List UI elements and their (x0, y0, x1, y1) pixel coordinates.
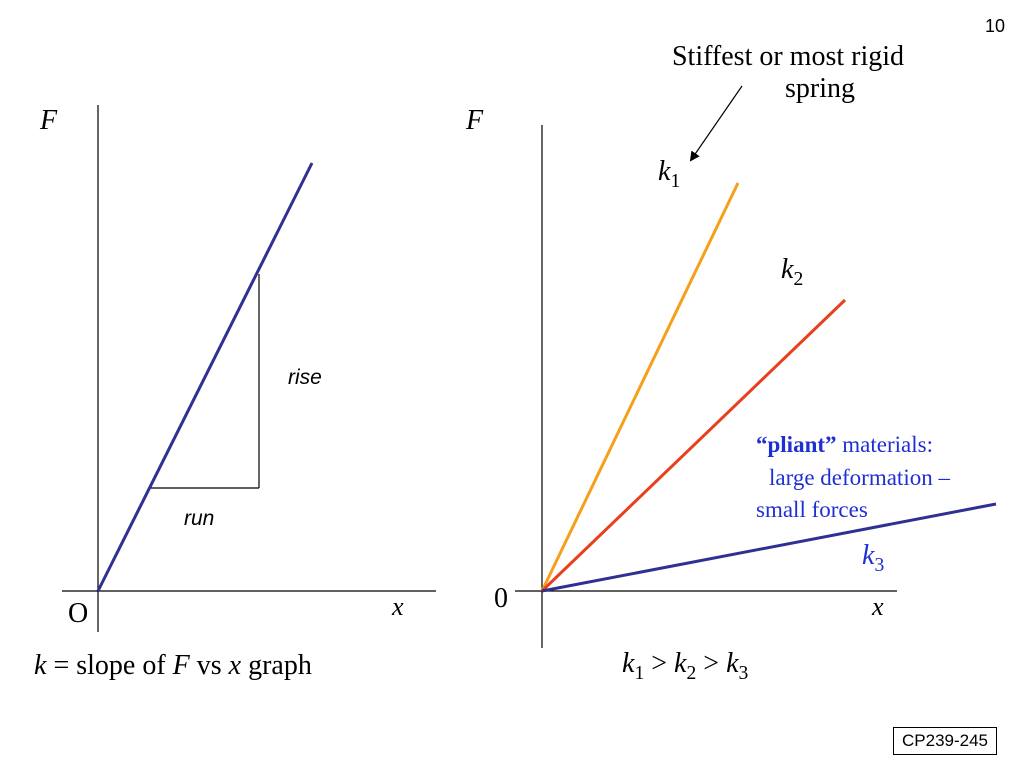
ineq-k1: k (622, 648, 635, 679)
stiffest-line-2: spring (785, 73, 855, 105)
run-label: run (184, 507, 215, 530)
ineq-k2: k (674, 648, 687, 679)
caption-f: F (172, 650, 190, 681)
ineq-s2: 2 (686, 662, 697, 684)
pliant-rest: materials: (836, 432, 933, 457)
ineq-s3: 3 (738, 662, 749, 684)
pliant-line-1: “pliant” materials: (756, 429, 950, 462)
k2-label: k2 (781, 254, 803, 290)
k2-subscript: 2 (793, 268, 804, 290)
left-y-axis-label: F (40, 105, 58, 136)
left-slope-line (96, 162, 314, 592)
k1-label: k1 (658, 156, 680, 192)
k3-k: k (862, 540, 875, 571)
ineq-gt-2: > (696, 648, 727, 679)
k3-label: k3 (862, 540, 884, 576)
page-number: 10 (985, 16, 1006, 36)
right-y-axis-label: F (466, 105, 484, 136)
pliant-annotation: “pliant” materials: large deformation – … (756, 429, 950, 527)
pliant-line-3: small forces (756, 497, 868, 523)
slope-caption: k = slope of F vs x graph (34, 652, 312, 680)
k1-k: k (658, 156, 671, 187)
ineq-k3: k (726, 648, 739, 679)
rise-label: rise (288, 366, 322, 389)
left-x-axis-label: x (392, 592, 404, 621)
stiffest-annotation: Stiffest or most rigid spring (648, 41, 928, 105)
course-code-box: CP239-245 (893, 727, 998, 755)
k2-line (540, 298, 847, 593)
zero-label: 0 (494, 583, 508, 614)
k3-subscript: 3 (874, 554, 885, 576)
caption-text-2: vs (189, 650, 229, 681)
pliant-line-2: large deformation – (769, 464, 950, 490)
pliant-bold-word: “pliant” (756, 432, 837, 457)
k3-line (541, 502, 997, 593)
k1-subscript: 1 (670, 170, 681, 192)
k1-line (540, 182, 740, 592)
k2-k: k (781, 254, 794, 285)
ineq-s1: 1 (634, 662, 645, 684)
caption-x: x (228, 650, 242, 681)
stiffest-arrow (689, 85, 743, 162)
origin-label: O (68, 598, 89, 629)
caption-text-1: = slope of (46, 650, 173, 681)
inequality-caption: k1 > k2 > k3 (622, 648, 748, 684)
caption-k: k (34, 650, 47, 681)
ineq-gt-1: > (644, 648, 675, 679)
caption-text-3: graph (241, 650, 312, 681)
right-x-axis-label: x (872, 592, 884, 621)
stiffest-line-1: Stiffest or most rigid (671, 41, 905, 72)
